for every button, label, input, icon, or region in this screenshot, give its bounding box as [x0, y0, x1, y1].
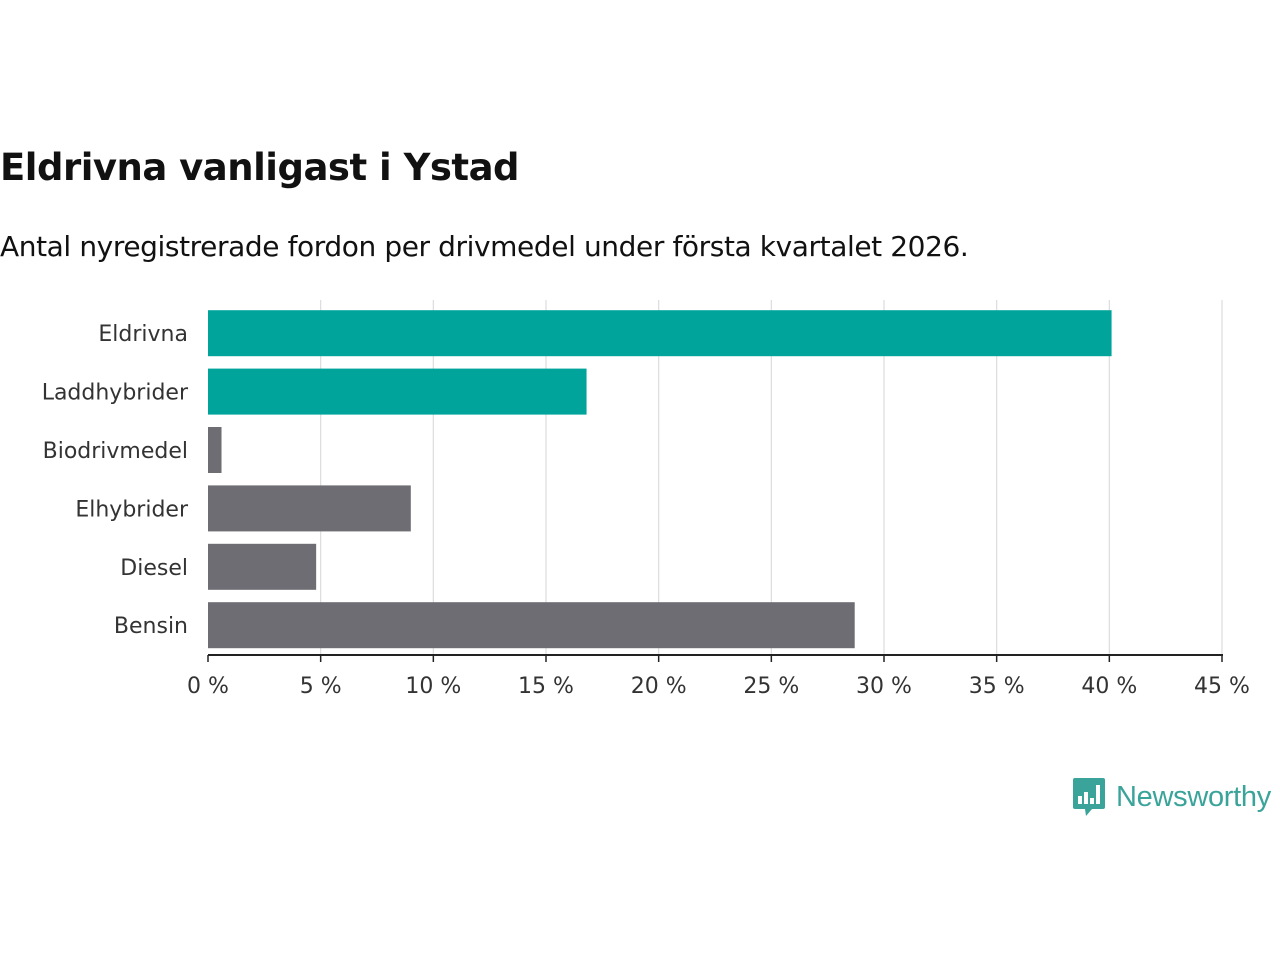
x-tick-label: 5 %	[300, 674, 342, 699]
category-label: Diesel	[120, 556, 188, 581]
bar-bensin	[208, 602, 855, 649]
category-label: Biodrivmedel	[43, 439, 188, 464]
x-tick-label: 35 %	[969, 674, 1025, 699]
x-tick-label: 20 %	[631, 674, 687, 699]
x-tick-label: 40 %	[1081, 674, 1137, 699]
x-tick-label: 45 %	[1194, 674, 1250, 699]
x-tick-label: 0 %	[187, 674, 229, 699]
category-labels: Eldrivna Laddhybrider Biodrivmedel Elhybrid…	[42, 322, 189, 639]
bar-eldrivna	[208, 310, 1112, 357]
grid-lines	[320, 300, 1223, 655]
bar-laddhybrider	[208, 368, 587, 415]
newsworthy-icon	[1073, 778, 1105, 816]
bar-elhybrider	[208, 485, 411, 532]
category-label: Elhybrider	[75, 497, 189, 522]
chart-title: Eldrivna vanligast i Ystad	[0, 146, 520, 189]
bar-biodrivmedel	[208, 427, 222, 473]
category-label: Laddhybrider	[42, 381, 189, 406]
x-tick-label: 25 %	[743, 674, 799, 699]
category-label: Eldrivna	[98, 322, 188, 347]
bar-diesel	[208, 543, 317, 590]
category-label: Bensin	[114, 614, 188, 639]
brand-name: Newsworthy	[1116, 780, 1271, 813]
x-axis: 0 % 5 % 10 % 15 % 20 % 25 % 30 % 35 % 40 % 45 %	[187, 654, 1250, 699]
x-tick-label: 15 %	[518, 674, 574, 699]
newsworthy-logo: Newsworthy	[1072, 776, 1271, 818]
bars	[208, 310, 1112, 649]
x-tick-label: 10 %	[405, 674, 461, 699]
x-tick-label: 30 %	[856, 674, 912, 699]
chart-subtitle: Antal nyregistrerade fordon per drivmede…	[0, 230, 969, 263]
